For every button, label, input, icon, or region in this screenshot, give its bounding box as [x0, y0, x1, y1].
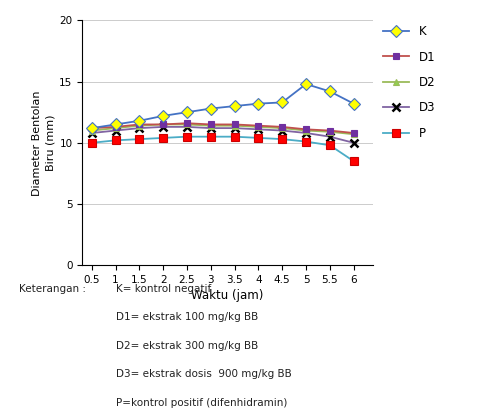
K [327, 89, 333, 94]
D2 [279, 126, 285, 131]
Text: Keterangan :: Keterangan : [19, 284, 90, 294]
D3 [279, 128, 285, 133]
K [303, 82, 309, 86]
D2 [303, 128, 309, 133]
Line: D1: D1 [88, 120, 357, 137]
D2 [89, 128, 95, 133]
D1 [256, 123, 261, 128]
D3 [113, 128, 119, 133]
P [256, 135, 261, 140]
P [89, 140, 95, 145]
D1 [303, 127, 309, 132]
D1 [113, 124, 119, 129]
K [160, 113, 166, 118]
D2 [160, 122, 166, 127]
K [184, 110, 190, 115]
D1 [208, 122, 214, 127]
Line: P: P [88, 133, 358, 165]
Line: D3: D3 [88, 123, 358, 147]
D3 [184, 124, 190, 129]
K [351, 101, 357, 106]
Text: D3= ekstrak dosis  900 mg/kg BB: D3= ekstrak dosis 900 mg/kg BB [116, 369, 292, 379]
Line: K: K [88, 80, 358, 132]
K [136, 118, 142, 123]
D1 [327, 128, 333, 133]
P [113, 138, 119, 143]
Y-axis label: Diameter Bentolan
Biru (mm): Diameter Bentolan Biru (mm) [32, 90, 55, 195]
D1 [160, 122, 166, 127]
P [351, 159, 357, 164]
K [279, 100, 285, 105]
D1 [279, 124, 285, 129]
D2 [113, 126, 119, 131]
P [279, 137, 285, 142]
P [327, 143, 333, 148]
D3 [160, 124, 166, 129]
P [160, 135, 166, 140]
K [208, 106, 214, 111]
X-axis label: Waktu (jam): Waktu (jam) [191, 289, 264, 302]
D3 [327, 134, 333, 139]
D1 [184, 121, 190, 126]
D2 [184, 122, 190, 127]
Line: D2: D2 [88, 121, 357, 138]
K [232, 104, 238, 109]
Text: P=kontrol positif (difenhidramin): P=kontrol positif (difenhidramin) [116, 398, 287, 408]
Legend: K, D1, D2, D3, P: K, D1, D2, D3, P [378, 20, 440, 144]
Text: D1= ekstrak 100 mg/kg BB: D1= ekstrak 100 mg/kg BB [116, 312, 258, 322]
D1 [232, 122, 238, 127]
P [303, 139, 309, 144]
D2 [136, 123, 142, 128]
D2 [256, 124, 261, 129]
D3 [232, 126, 238, 131]
K [89, 126, 95, 131]
P [136, 137, 142, 142]
Text: D2= ekstrak 300 mg/kg BB: D2= ekstrak 300 mg/kg BB [116, 341, 258, 351]
D3 [136, 126, 142, 131]
D3 [351, 140, 357, 145]
K [256, 101, 261, 106]
D1 [89, 126, 95, 131]
D1 [136, 122, 142, 127]
D2 [327, 129, 333, 134]
D3 [256, 127, 261, 132]
D3 [303, 131, 309, 135]
D3 [89, 131, 95, 135]
D3 [208, 126, 214, 131]
K [113, 122, 119, 127]
D2 [208, 123, 214, 128]
P [232, 134, 238, 139]
P [208, 134, 214, 139]
Text: K= kontrol negatif: K= kontrol negatif [116, 284, 212, 294]
D2 [351, 132, 357, 137]
P [184, 134, 190, 139]
D1 [351, 131, 357, 135]
D2 [232, 123, 238, 128]
